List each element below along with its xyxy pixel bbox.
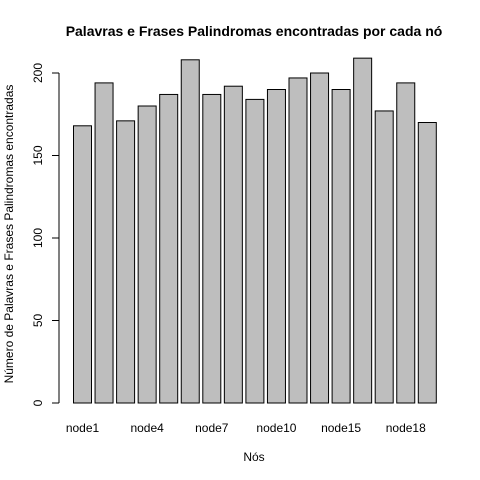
bar-node5 bbox=[159, 93, 179, 404]
bar-node12 bbox=[310, 72, 330, 404]
y-tick-label-0: 0 bbox=[31, 399, 45, 406]
bar-node16 bbox=[353, 57, 373, 404]
bar-node9 bbox=[245, 98, 265, 404]
x-tick-label-node10: node10 bbox=[256, 421, 296, 435]
y-tick-label-100: 100 bbox=[31, 228, 45, 248]
bar-node11 bbox=[288, 77, 308, 404]
chart-title: Palavras e Frases Palindromas encontrada… bbox=[66, 23, 443, 39]
x-tick-label-node18: node18 bbox=[386, 421, 426, 435]
x-tick-labels: node1 node4 node7 node10 node15 node18 bbox=[66, 421, 426, 435]
y-tick-label-150: 150 bbox=[31, 145, 45, 165]
bar-node19 bbox=[417, 122, 437, 404]
bar-node4 bbox=[137, 105, 157, 404]
bar-node7 bbox=[202, 93, 222, 404]
y-tick-label-200: 200 bbox=[31, 63, 45, 83]
bar-node3 bbox=[116, 120, 136, 404]
bar-node8 bbox=[223, 85, 243, 404]
y-tick-label-50: 50 bbox=[31, 314, 45, 328]
x-tick-label-node4: node4 bbox=[130, 421, 164, 435]
y-axis: 0 50 100 150 200 bbox=[31, 63, 60, 406]
bar-node6 bbox=[180, 59, 200, 404]
x-tick-label-node15: node15 bbox=[321, 421, 361, 435]
bar-node10 bbox=[266, 89, 286, 404]
bars-group bbox=[73, 57, 437, 404]
x-tick-label-node7: node7 bbox=[195, 421, 229, 435]
y-axis-label: Número de Palavras e Frases Palindromas … bbox=[2, 85, 16, 384]
bar-node15 bbox=[331, 89, 351, 404]
x-tick-label-node1: node1 bbox=[66, 421, 100, 435]
x-axis-label: Nós bbox=[243, 450, 264, 464]
bar-node2 bbox=[94, 82, 114, 404]
bar-node17 bbox=[374, 110, 394, 404]
bar-node1 bbox=[73, 125, 92, 404]
bar-node18 bbox=[396, 82, 416, 404]
